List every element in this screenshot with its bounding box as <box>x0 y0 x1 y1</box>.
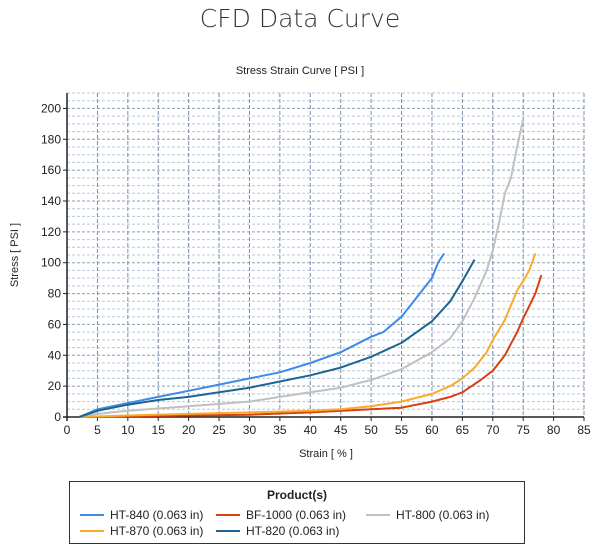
legend-swatch <box>216 514 240 516</box>
y-tick-label: 160 <box>41 163 61 177</box>
x-tick-label: 40 <box>304 423 318 437</box>
y-tick-label: 200 <box>41 101 61 115</box>
x-tick-label: 0 <box>64 423 71 437</box>
x-tick-label: 80 <box>547 423 561 437</box>
y-tick-label: 100 <box>41 256 61 270</box>
y-tick-label: 0 <box>54 410 61 424</box>
series-line-ht-800 <box>79 118 525 418</box>
x-tick-label: 5 <box>94 423 101 437</box>
legend-item: HT-800 (0.063 in) <box>366 508 489 522</box>
y-axis-label: Stress [ PSI ] <box>9 223 21 287</box>
x-tick-label: 55 <box>395 423 409 437</box>
legend-label: HT-870 (0.063 in) <box>110 524 204 538</box>
stress-strain-chart: 0 5 10 15 20 25 30 35 40 45 50 55 60 65 70 75 80 85 0 20 40 6… <box>9 65 591 460</box>
page-title: CFD Data Curve <box>199 4 401 33</box>
y-tick-label: 140 <box>41 194 61 208</box>
x-tick-label: 35 <box>273 423 287 437</box>
legend-label: HT-800 (0.063 in) <box>396 508 490 522</box>
series-line-bf-1000 <box>85 274 543 418</box>
x-tick-label: 25 <box>212 423 226 437</box>
x-tick-label: 30 <box>243 423 257 437</box>
x-tick-label: 50 <box>364 423 378 437</box>
y-tick-label: 180 <box>41 132 61 146</box>
legend: Product(s) HT-840 (0.063 in) BF-1000 (0.0… <box>69 481 525 544</box>
y-tick-label: 40 <box>48 348 62 362</box>
series-line-ht-870 <box>79 253 537 418</box>
chart-title: Stress Strain Curve [ PSI ] <box>236 65 364 77</box>
y-tick-label: 60 <box>48 317 62 331</box>
legend-swatch <box>366 514 390 516</box>
x-tick-label: 65 <box>456 423 470 437</box>
legend-item: HT-820 (0.063 in) <box>216 524 339 538</box>
series-line-ht-840 <box>78 252 445 418</box>
legend-swatch <box>80 514 104 516</box>
x-tick-label: 10 <box>121 423 135 437</box>
x-tick-label: 20 <box>182 423 196 437</box>
x-tick-label: 60 <box>425 423 439 437</box>
legend-item: BF-1000 (0.063 in) <box>216 508 346 522</box>
y-tick-label: 20 <box>48 379 62 393</box>
y-tick-label: 80 <box>48 287 62 301</box>
legend-title: Product(s) <box>267 488 327 502</box>
legend-item: HT-870 (0.063 in) <box>80 524 203 538</box>
x-tick-label: 75 <box>516 423 530 437</box>
x-axis-label: Strain [ % ] <box>299 448 353 460</box>
y-tick-label: 120 <box>41 225 61 239</box>
x-tick-label: 70 <box>486 423 500 437</box>
legend-swatch <box>80 530 104 532</box>
legend-label: HT-820 (0.063 in) <box>246 524 340 538</box>
legend-label: BF-1000 (0.063 in) <box>246 508 347 522</box>
x-tick-label: 45 <box>334 423 348 437</box>
series-line-ht-820 <box>78 259 476 418</box>
legend-item: HT-840 (0.063 in) <box>80 508 203 522</box>
legend-swatch <box>216 530 240 532</box>
x-tick-label: 85 <box>577 423 591 437</box>
x-tick-label: 15 <box>152 423 166 437</box>
legend-label: HT-840 (0.063 in) <box>110 508 204 522</box>
